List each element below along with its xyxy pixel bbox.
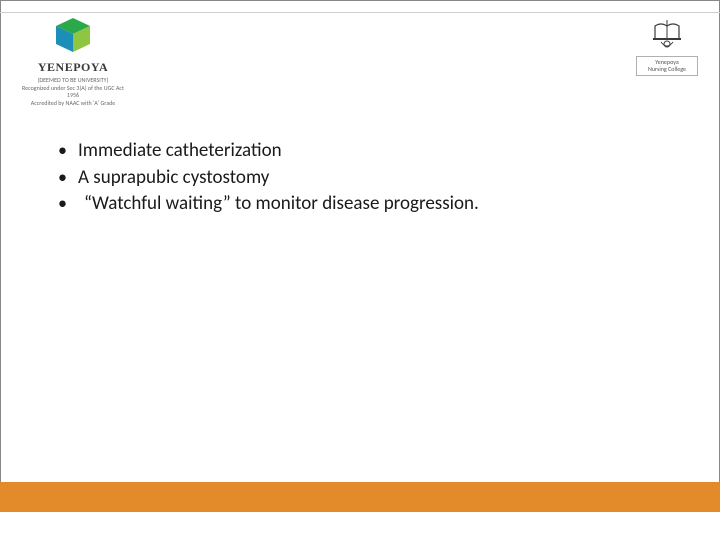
cube-icon: [52, 16, 94, 54]
bullet-list: Immediate catheterization A suprapubic c…: [52, 138, 660, 217]
logo-right-caption: Yenepoya Nursing College: [636, 56, 698, 76]
university-logo-left: YENEPOYA (DEEMED TO BE UNIVERSITY) Recog…: [18, 16, 128, 107]
logo-left-sub-3: Accredited by NAAC with 'A' Grade: [31, 99, 115, 107]
college-logo-right: Yenepoya Nursing College: [636, 16, 698, 76]
logo-right-cap-2: Nursing College: [648, 65, 686, 73]
content-area: Immediate catheterization A suprapubic c…: [52, 138, 660, 218]
emblem-icon: [647, 16, 687, 52]
list-item: “Watchful waiting” to monitor disease pr…: [52, 191, 660, 217]
top-divider: [0, 12, 720, 13]
footer-orange-strip: [0, 482, 720, 512]
list-item: Immediate catheterization: [52, 138, 660, 164]
list-item: A suprapubic cystostomy: [52, 165, 660, 191]
footer-bottom-margin: [0, 518, 720, 540]
footer-bar: [0, 482, 720, 518]
logo-left-title: YENEPOYA: [18, 60, 128, 75]
logo-left-subtitle: (DEEMED TO BE UNIVERSITY) Recognized und…: [18, 77, 128, 107]
logo-left-sub-2: Recognized under Sec 3(A) of the UGC Act…: [22, 84, 124, 100]
